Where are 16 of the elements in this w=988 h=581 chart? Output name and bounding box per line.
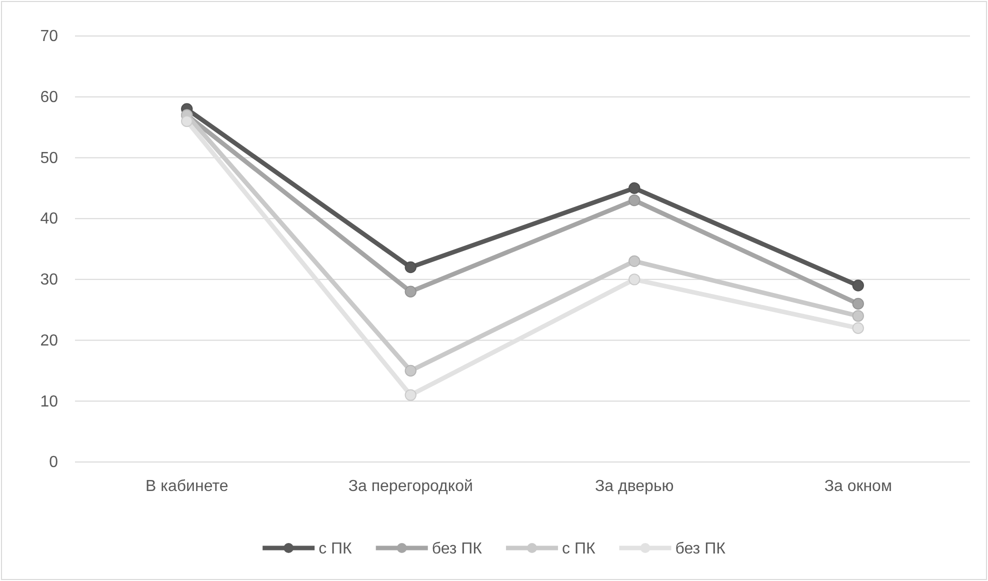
y-tick-label: 50 <box>40 150 58 167</box>
y-tick-label: 30 <box>40 272 58 289</box>
y-tick-label: 40 <box>40 210 58 228</box>
y-tick-label: 0 <box>49 454 58 472</box>
legend-label: с ПК <box>318 540 353 558</box>
x-tick-label: За перегородкой <box>348 478 473 496</box>
y-tick-label: 10 <box>40 393 58 410</box>
x-tick-label: За дверью <box>594 478 674 496</box>
legend-label: с ПК <box>562 540 596 558</box>
x-tick-label: В кабинете <box>146 478 228 496</box>
legend-label: без ПК <box>675 540 726 558</box>
x-tick-label: За окном <box>824 478 892 496</box>
y-tick-label: 20 <box>40 332 58 350</box>
legend-label: без ПК <box>432 540 483 558</box>
y-tick-label: 60 <box>40 88 58 106</box>
y-tick-label: 70 <box>40 28 58 46</box>
